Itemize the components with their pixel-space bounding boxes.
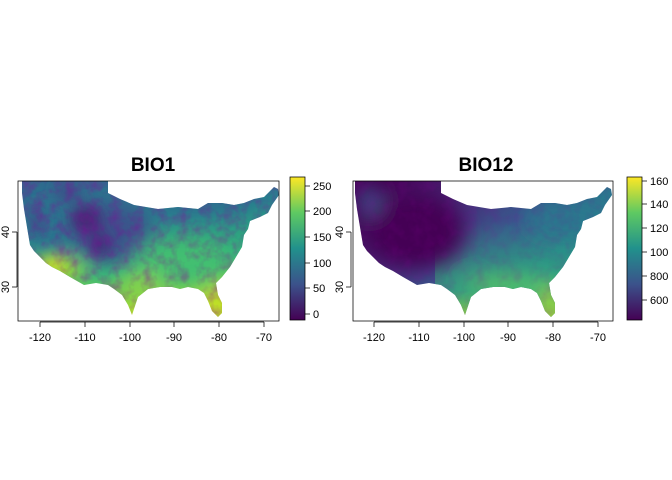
- legend-tick-label: 100: [650, 247, 668, 259]
- panel-title: BIO1: [131, 155, 176, 176]
- legend-colorbar: [290, 177, 305, 320]
- x-tick-label: -100: [119, 332, 141, 344]
- x-tick-label: -80: [545, 332, 561, 344]
- legend-tick-label: 0: [313, 309, 319, 321]
- legend-tick-label: 120: [650, 223, 668, 235]
- x-tick-label: -120: [29, 332, 51, 344]
- x-axis: -120 -110 -100 -90 -80 -70: [363, 321, 606, 344]
- panel-title: BIO12: [459, 155, 514, 176]
- raster-map: [355, 181, 612, 317]
- y-tick-label: 40: [0, 226, 12, 238]
- raster-map: [22, 181, 279, 317]
- x-tick-label: -100: [453, 332, 475, 344]
- x-tick-label: -110: [408, 332, 429, 344]
- legend-colorbar: [627, 177, 642, 320]
- legend-tick-label: 600: [650, 295, 668, 307]
- plot-frame: [352, 180, 614, 322]
- y-tick-label: 40: [334, 226, 346, 238]
- color-legend: 600 800 100 120 140 160: [626, 176, 668, 321]
- y-axis: 30 40: [334, 226, 352, 293]
- x-tick-label: -90: [166, 332, 182, 344]
- x-axis: -120 -110 -100 -90 -80 -70: [29, 321, 272, 344]
- y-axis: 30 40: [0, 226, 18, 293]
- x-tick-label: -120: [363, 332, 385, 344]
- y-tick-label: 30: [334, 281, 346, 293]
- legend-tick-label: 150: [313, 232, 331, 244]
- panel-bio12: BIO12 -1: [334, 155, 668, 344]
- legend-tick-label: 100: [313, 258, 331, 270]
- color-legend: 0 50 100 150 200 250: [289, 176, 331, 321]
- x-tick-label: -70: [256, 332, 272, 344]
- legend-tick-label: 140: [650, 199, 668, 211]
- x-tick-label: -110: [74, 332, 95, 344]
- legend-tick-label: 800: [650, 271, 668, 283]
- legend-tick-label: 250: [313, 181, 331, 193]
- x-tick-label: -90: [500, 332, 516, 344]
- x-tick-label: -70: [590, 332, 606, 344]
- panel-bio1: BIO1: [0, 155, 331, 344]
- y-tick-label: 30: [0, 281, 12, 293]
- legend-tick-label: 50: [313, 283, 325, 295]
- legend-tick-label: 160: [650, 176, 668, 188]
- legend-tick-label: 200: [313, 206, 331, 218]
- plot-frame: [17, 180, 280, 322]
- x-tick-label: -80: [211, 332, 227, 344]
